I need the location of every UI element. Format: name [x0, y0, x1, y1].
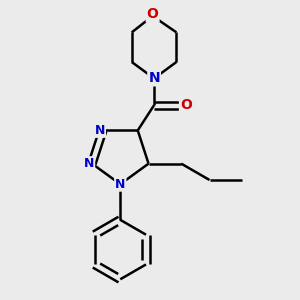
Text: N: N	[94, 124, 105, 137]
Text: N: N	[84, 157, 94, 170]
Text: O: O	[180, 98, 192, 112]
Text: O: O	[147, 8, 158, 22]
Text: N: N	[115, 178, 125, 191]
Text: N: N	[148, 71, 160, 85]
